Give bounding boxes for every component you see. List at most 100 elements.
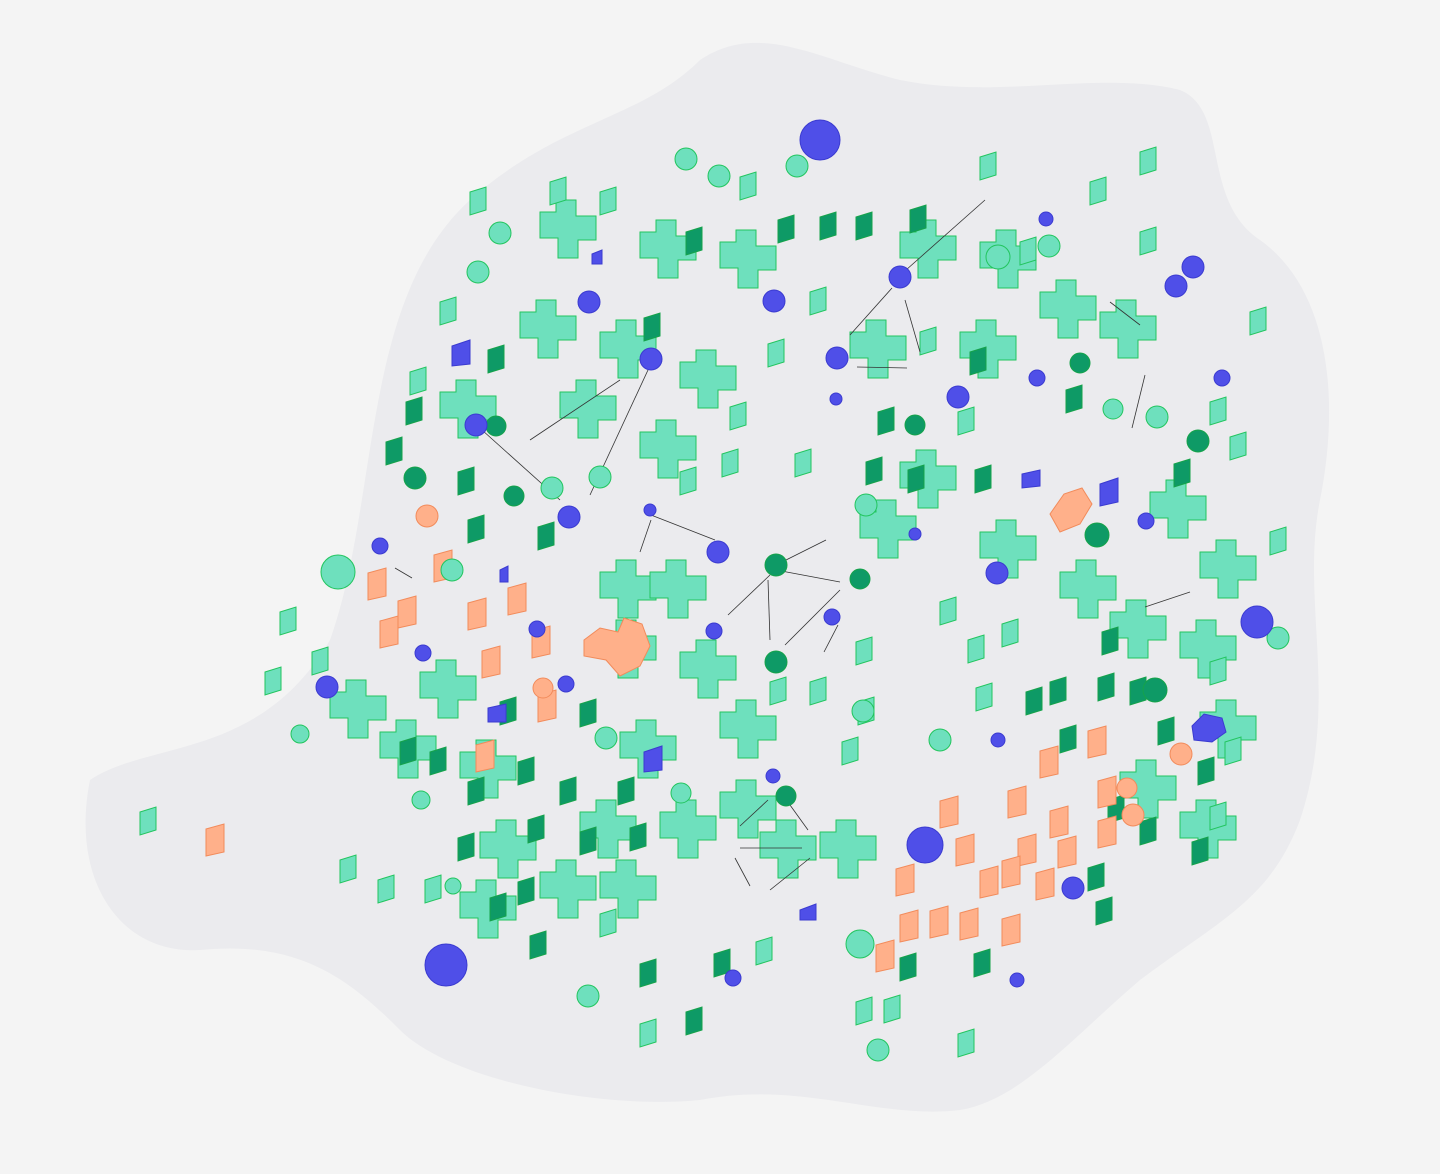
tile xyxy=(1249,306,1267,336)
tile xyxy=(739,171,757,201)
tile xyxy=(877,406,895,436)
connector xyxy=(639,519,652,553)
backdrop xyxy=(85,42,1330,1112)
tile xyxy=(777,214,795,244)
dot xyxy=(485,415,507,437)
tile xyxy=(424,874,442,904)
dot xyxy=(577,290,601,314)
tile xyxy=(1209,656,1227,686)
connector xyxy=(739,799,769,827)
tile xyxy=(907,464,925,494)
tile xyxy=(1007,785,1027,819)
dot xyxy=(1186,429,1210,453)
tile xyxy=(865,456,883,486)
tile xyxy=(1095,896,1113,926)
dot xyxy=(851,699,875,723)
tile xyxy=(1057,835,1077,869)
dot xyxy=(594,726,618,750)
connector-lines xyxy=(394,199,1191,891)
dot xyxy=(576,984,600,1008)
tile xyxy=(939,795,959,829)
dot xyxy=(1137,512,1155,530)
dot xyxy=(290,724,310,744)
tile xyxy=(1191,836,1209,866)
tile xyxy=(377,874,395,904)
dot xyxy=(488,221,512,245)
tile xyxy=(367,567,387,601)
tile xyxy=(517,756,535,786)
dot xyxy=(557,675,575,693)
connector xyxy=(904,299,921,353)
dot xyxy=(906,826,944,864)
dot xyxy=(823,608,841,626)
dot xyxy=(1009,972,1025,988)
tile xyxy=(1087,862,1105,892)
tile xyxy=(527,814,545,844)
tile xyxy=(579,698,597,728)
tile xyxy=(1001,855,1021,889)
connector xyxy=(1109,301,1141,326)
dot xyxy=(464,413,488,437)
tile xyxy=(1001,618,1019,648)
dot xyxy=(928,728,952,752)
dot xyxy=(1181,255,1205,279)
dot xyxy=(1028,369,1046,387)
tile xyxy=(311,646,329,676)
tile xyxy=(1039,745,1059,779)
dot xyxy=(1169,742,1193,766)
tile xyxy=(1017,833,1037,867)
dot xyxy=(799,119,841,161)
tile xyxy=(967,634,985,664)
tile xyxy=(1049,676,1067,706)
dot xyxy=(866,1038,890,1062)
tile xyxy=(1224,736,1242,766)
tile xyxy=(537,521,555,551)
tile xyxy=(973,948,991,978)
dot xyxy=(1116,777,1138,799)
dot xyxy=(707,164,731,188)
blue-shapes xyxy=(315,119,1274,988)
dot xyxy=(440,558,464,582)
tile xyxy=(489,892,507,922)
dot xyxy=(785,154,809,178)
tile xyxy=(769,676,787,706)
tile xyxy=(481,645,501,679)
tile xyxy=(467,776,485,806)
dot xyxy=(946,385,970,409)
dot xyxy=(990,732,1006,748)
tile xyxy=(767,338,785,368)
dot xyxy=(724,969,742,987)
orange-patch xyxy=(583,617,651,677)
tile xyxy=(507,582,527,616)
connector xyxy=(394,567,413,579)
dot xyxy=(1069,352,1091,374)
dot xyxy=(670,782,692,804)
tile xyxy=(957,1028,975,1058)
tile xyxy=(855,996,873,1026)
dot xyxy=(557,505,581,529)
dot xyxy=(845,929,875,959)
connector xyxy=(1144,591,1191,608)
tile xyxy=(975,682,993,712)
dot xyxy=(403,466,427,490)
dot xyxy=(985,561,1009,585)
tile xyxy=(809,286,827,316)
orange-circles xyxy=(415,504,1193,827)
tile xyxy=(579,826,597,856)
tile xyxy=(685,226,703,256)
connector xyxy=(905,199,986,271)
dot xyxy=(1037,234,1061,258)
tile xyxy=(1025,686,1043,716)
tile xyxy=(1173,458,1191,488)
tile xyxy=(957,406,975,436)
connector xyxy=(767,579,771,641)
connector xyxy=(650,514,716,541)
tile xyxy=(469,186,487,216)
tile xyxy=(909,204,927,234)
dot xyxy=(320,554,356,590)
light-circles xyxy=(290,147,1290,1062)
connector xyxy=(775,569,841,583)
dot xyxy=(503,485,525,507)
dot xyxy=(424,943,468,987)
tile xyxy=(1001,913,1021,947)
